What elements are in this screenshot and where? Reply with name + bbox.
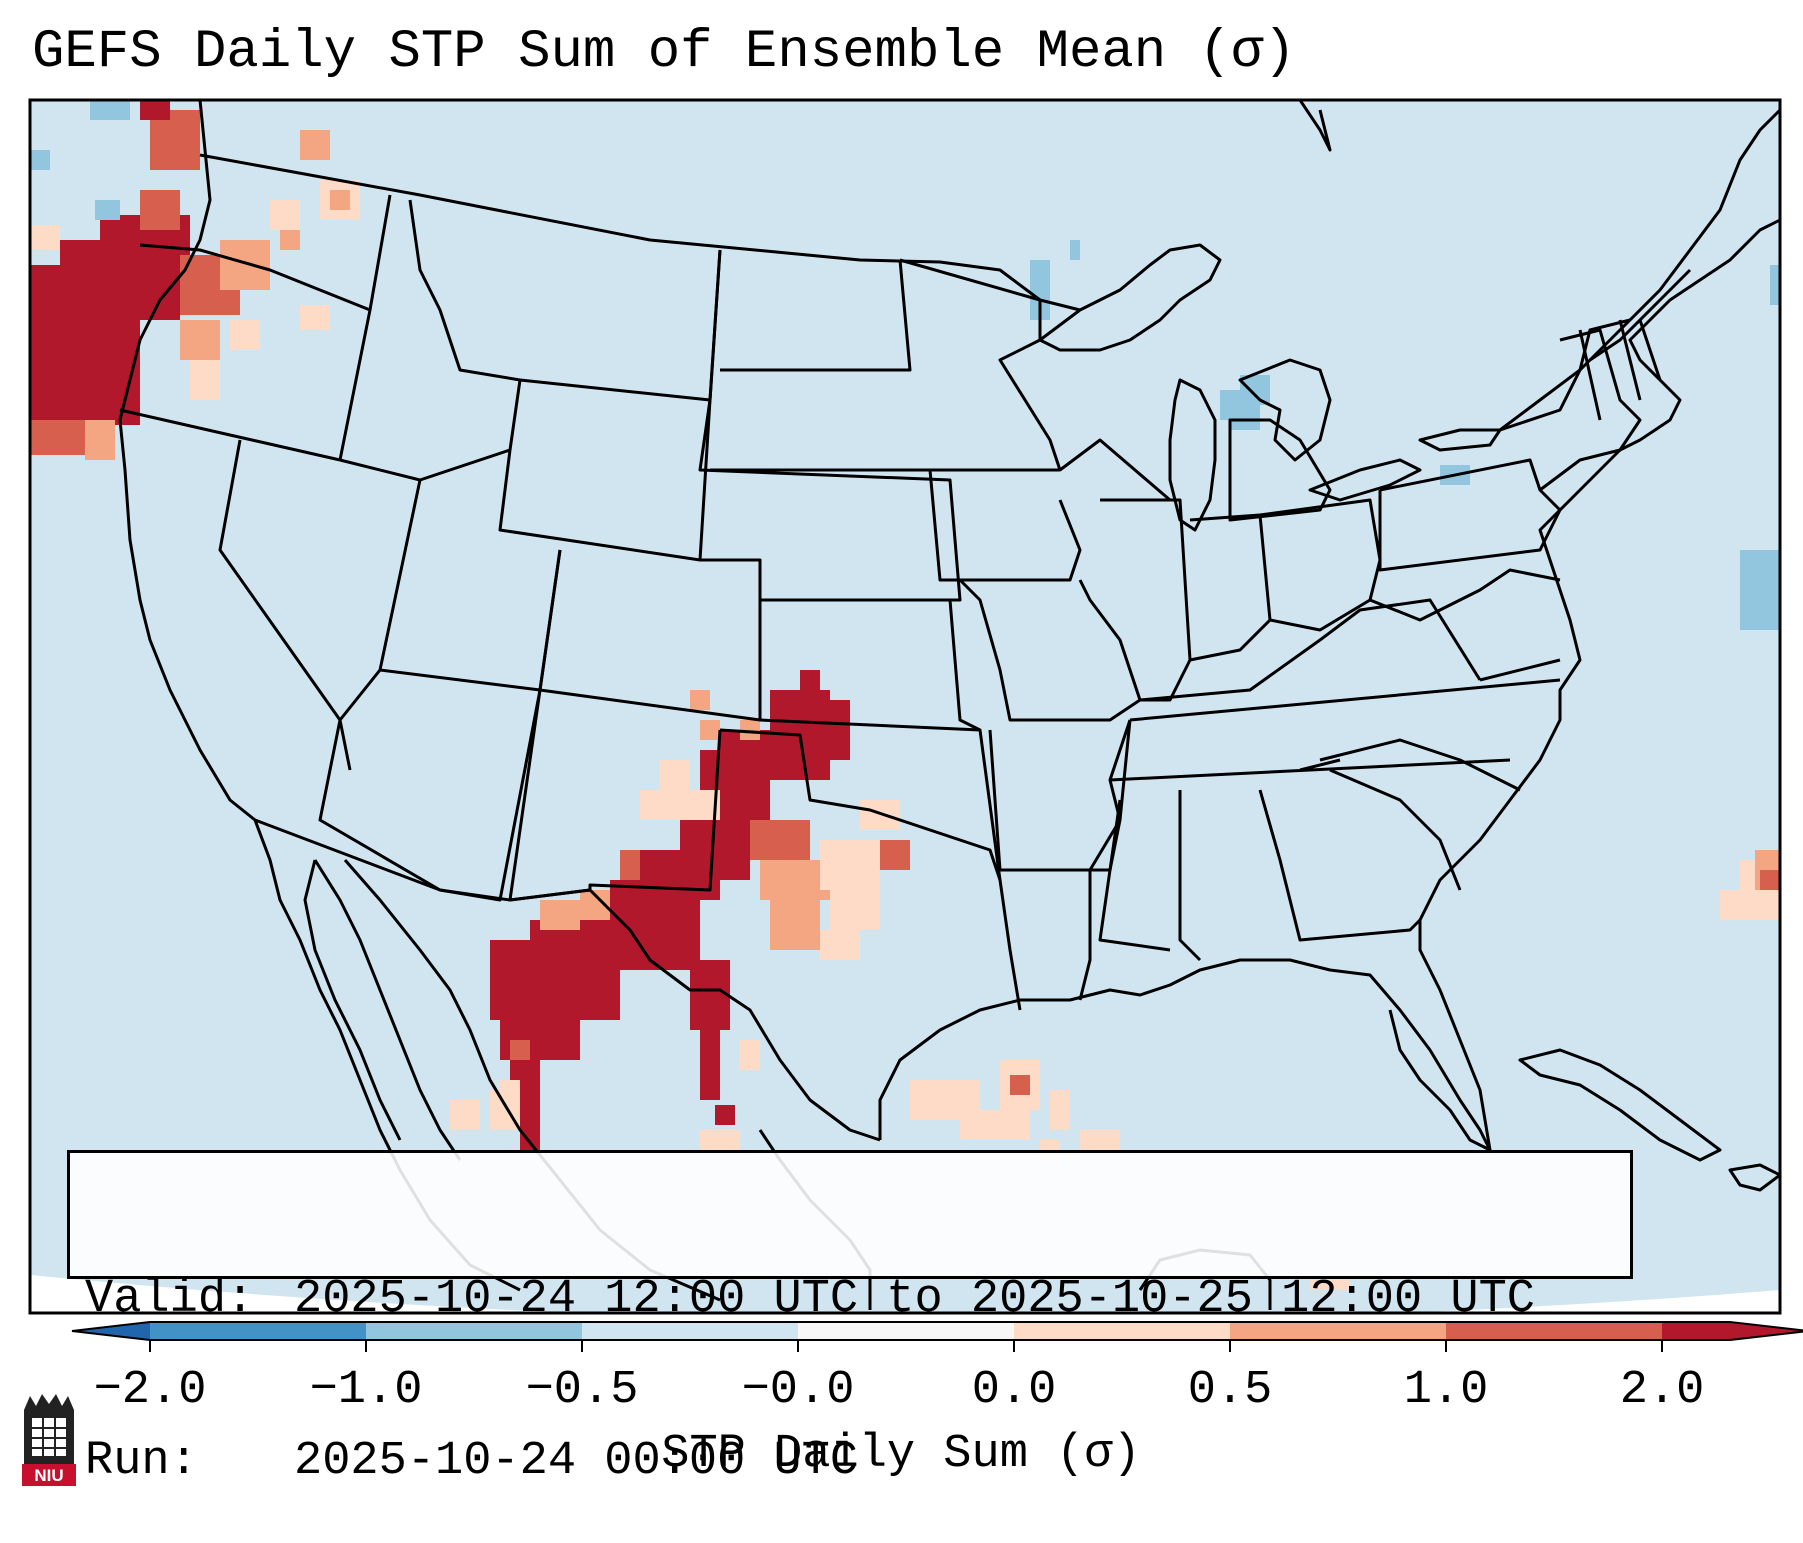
map-figure xyxy=(28,98,1803,1352)
colorbar-tick-label: 2.0 xyxy=(1619,1364,1705,1417)
university-tower-icon xyxy=(24,1394,74,1464)
us-canada-border-east xyxy=(1499,318,1631,432)
colorbar-bin xyxy=(1662,1322,1730,1340)
valid-row: Valid: 2025-10-24 12:00 UTC to 2025-10-25… xyxy=(85,1273,1630,1327)
colorbar-extend-under xyxy=(72,1322,150,1340)
colorbar-extend-over xyxy=(1730,1322,1803,1340)
niu-logo: NIU xyxy=(22,1394,76,1486)
map-frame xyxy=(28,98,1782,1315)
field-western-atlantic xyxy=(1720,265,1780,920)
colorbar-bin xyxy=(1230,1322,1446,1340)
colorbar-tick-label: 0.5 xyxy=(1187,1364,1273,1417)
hudson-bay-coast xyxy=(1298,100,1332,152)
colorbar-bin xyxy=(150,1322,366,1340)
lake-erie xyxy=(1308,458,1422,502)
colorbar-bin xyxy=(1446,1322,1662,1340)
colorbar-tick-label: −0.5 xyxy=(525,1364,639,1417)
field-gulf-of-mexico xyxy=(910,1060,1350,1290)
field-pacific-northwest xyxy=(30,100,360,460)
colorbar-tick-label: −2.0 xyxy=(93,1364,207,1417)
baja-coastline xyxy=(303,859,462,1161)
logo-text: NIU xyxy=(34,1466,63,1485)
colorbar-bin xyxy=(1014,1322,1230,1340)
colorbar-label: STP Daily Sum (σ) xyxy=(661,1428,1141,1481)
state-borders xyxy=(119,194,1662,1011)
valid-run-info-box: Valid: 2025-10-24 12:00 UTC to 2025-10-25… xyxy=(67,1150,1633,1488)
run-time: 2025-10-24 00:00 UTC xyxy=(294,1435,859,1488)
cuba xyxy=(1518,1048,1722,1162)
lake-michigan xyxy=(1168,378,1217,532)
valid-label: Valid: xyxy=(85,1273,255,1326)
colorbar-bin xyxy=(582,1322,798,1340)
colorbar xyxy=(71,1321,1803,1352)
hispaniola xyxy=(1728,1163,1780,1192)
colorbar-tick-label: 0.0 xyxy=(971,1364,1057,1417)
lake-superior xyxy=(1038,243,1222,352)
lake-ontario xyxy=(1418,428,1502,452)
page-title: GEFS Daily STP Sum of Ensemble Mean (σ) xyxy=(32,22,1296,83)
colorbar-tick-label: −0.0 xyxy=(741,1364,855,1417)
colorbar-tick-label: −1.0 xyxy=(309,1364,423,1417)
valid-time-range: 2025-10-24 12:00 UTC to 2025-10-25 12:00… xyxy=(294,1273,1536,1326)
run-label: Run: xyxy=(85,1435,198,1488)
colorbar-tick-label: 1.0 xyxy=(1403,1364,1489,1417)
pacific-coastline xyxy=(118,100,521,1292)
field-great-lakes xyxy=(1030,240,1470,485)
st-lawrence xyxy=(1499,108,1780,432)
colorbar-bin xyxy=(798,1322,1014,1340)
map-domain xyxy=(30,100,1780,1313)
run-row: Run: 2025-10-24 00:00 UTC xyxy=(85,1435,1630,1489)
colorbar-bin xyxy=(366,1322,582,1340)
